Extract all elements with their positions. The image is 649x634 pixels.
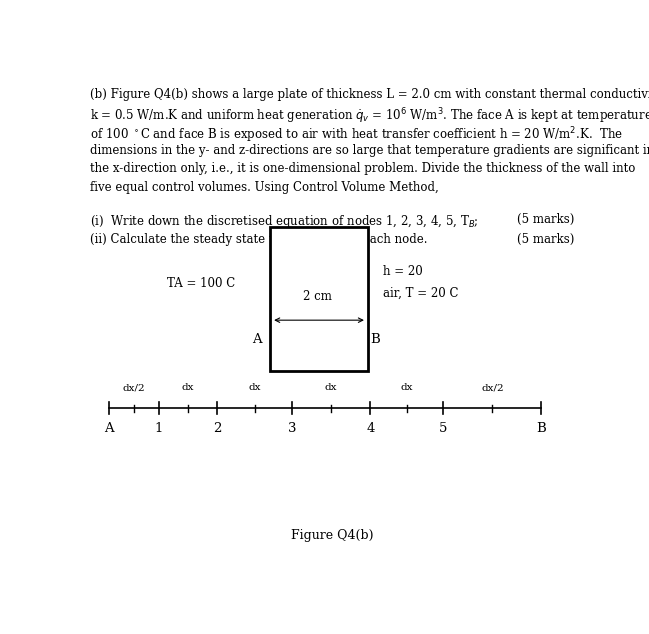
Text: 2 cm: 2 cm — [303, 290, 332, 303]
Text: of 100 $^\circ$C and face B is exposed to air with heat transfer coefficient h =: of 100 $^\circ$C and face B is exposed t… — [90, 126, 623, 145]
Text: 4: 4 — [366, 422, 374, 435]
Text: k = 0.5 W/m.K and uniform heat generation $\dot{q}_v$ = 10$^6$ W/m$^3$. The face: k = 0.5 W/m.K and uniform heat generatio… — [90, 107, 649, 126]
Text: dx/2: dx/2 — [123, 384, 145, 392]
Text: 2: 2 — [213, 422, 221, 435]
Text: TA = 100 C: TA = 100 C — [167, 277, 235, 290]
Text: 3: 3 — [288, 422, 297, 435]
Text: Figure Q4(b): Figure Q4(b) — [291, 529, 374, 542]
Text: air, T = 20 C: air, T = 20 C — [383, 287, 458, 300]
Text: (5 marks): (5 marks) — [517, 233, 574, 246]
Text: (b) Figure Q4(b) shows a large plate of thickness L = 2.0 cm with constant therm: (b) Figure Q4(b) shows a large plate of … — [90, 88, 649, 101]
Text: dx: dx — [400, 384, 413, 392]
Bar — [270, 228, 368, 372]
Text: A: A — [252, 333, 262, 346]
Text: B: B — [537, 422, 546, 435]
Text: B: B — [371, 333, 380, 346]
Text: (5 marks): (5 marks) — [517, 213, 574, 226]
Text: 1: 1 — [155, 422, 164, 435]
Text: A: A — [104, 422, 114, 435]
Text: five equal control volumes. Using Control Volume Method,: five equal control volumes. Using Contro… — [90, 181, 439, 194]
Text: 5: 5 — [439, 422, 447, 435]
Text: dx/2: dx/2 — [482, 384, 504, 392]
Text: (ii) Calculate the steady state temperature at each node.: (ii) Calculate the steady state temperat… — [90, 233, 428, 246]
Text: (i)  Write down the discretised equation of nodes 1, 2, 3, 4, 5, T$_B$;: (i) Write down the discretised equation … — [90, 213, 479, 230]
Text: dx: dx — [249, 384, 261, 392]
Text: the x-direction only, i.e., it is one-dimensional problem. Divide the thickness : the x-direction only, i.e., it is one-di… — [90, 162, 635, 176]
Text: dx: dx — [325, 384, 337, 392]
Text: dx: dx — [182, 384, 194, 392]
Text: dimensions in the y- and z-directions are so large that temperature gradients ar: dimensions in the y- and z-directions ar… — [90, 144, 649, 157]
Text: h = 20: h = 20 — [383, 265, 422, 278]
